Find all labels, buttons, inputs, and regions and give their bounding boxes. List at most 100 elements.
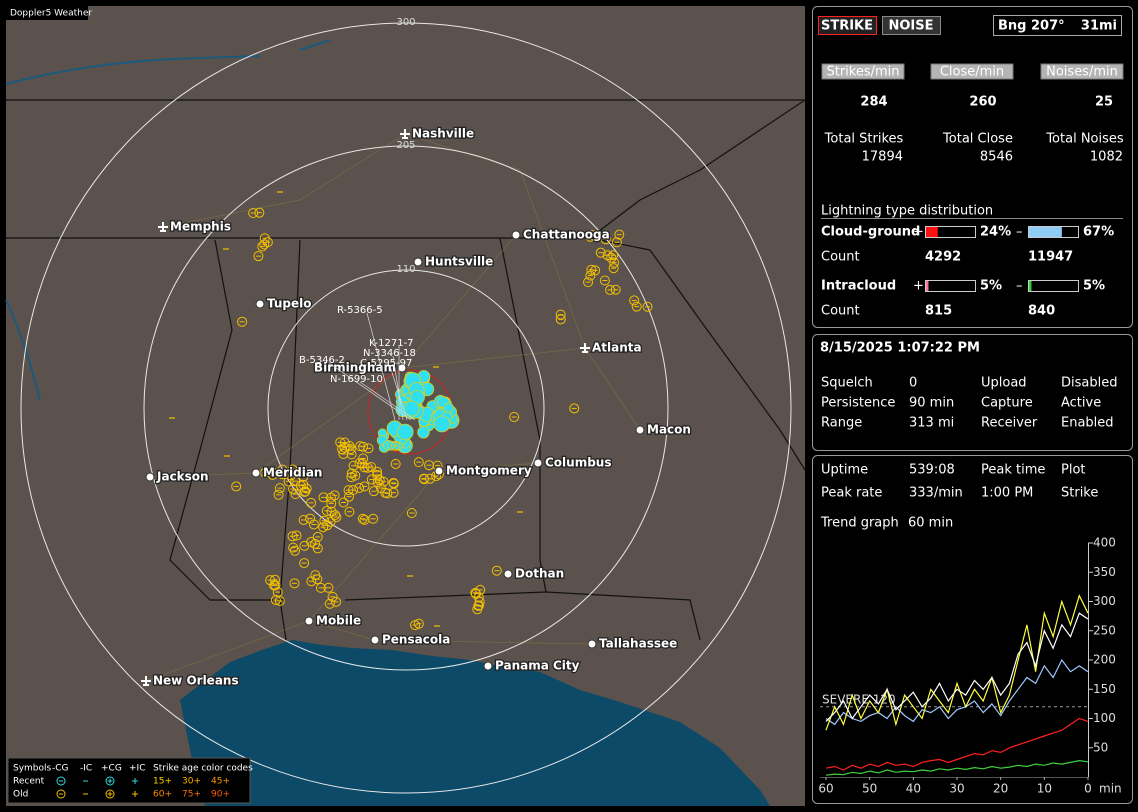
strike-old — [306, 576, 317, 587]
noise-button[interactable] — [882, 16, 941, 35]
pct-label: 24% — [980, 225, 1011, 240]
y-tick-label: 350 — [1093, 565, 1116, 579]
trend-span: 60 min — [908, 516, 953, 531]
total-value: 1082 — [1090, 150, 1123, 165]
legend-header: +CG — [101, 764, 122, 774]
legend-header: Symbols — [13, 764, 52, 774]
strike-old — [267, 469, 278, 480]
setting: Range — [821, 416, 862, 431]
datetime: 8/15/2025 1:07:22 PM — [820, 341, 980, 356]
plus-sign: + — [913, 225, 924, 240]
legend-symbol — [107, 778, 113, 784]
trend-line — [825, 759, 1089, 776]
strike-old — [315, 582, 326, 593]
strike-old — [335, 437, 346, 448]
trend-label: Trend graph — [820, 516, 899, 531]
y-tick-label: 300 — [1093, 594, 1116, 608]
strike-old — [270, 595, 281, 606]
strike-old — [614, 229, 625, 240]
strike-old — [368, 513, 379, 524]
strike-recent — [433, 415, 451, 433]
strike-old — [586, 264, 597, 275]
rate-value: 25 — [1095, 95, 1113, 110]
strike-old — [587, 230, 598, 241]
strike-old — [299, 540, 310, 551]
storm-track — [328, 362, 412, 421]
strike-old — [312, 531, 323, 542]
settings-panel — [812, 334, 1133, 451]
city-dot — [255, 299, 265, 309]
city-dot — [503, 569, 513, 579]
strike-old — [413, 618, 424, 629]
strike-old — [293, 467, 304, 478]
rate-value: 284 — [860, 95, 887, 110]
legend-header: Strike age color codes — [153, 764, 253, 774]
x-tick-label: 30 — [949, 782, 964, 796]
strike-old — [354, 482, 365, 493]
city-label: Dothan — [515, 567, 564, 581]
setting: Enabled — [1061, 416, 1114, 431]
strike-old — [325, 492, 336, 503]
stat: Peak rate — [821, 486, 882, 501]
total-value: 8546 — [980, 150, 1013, 165]
city-dot — [434, 466, 444, 476]
strike-old — [323, 582, 334, 593]
trend-line — [825, 717, 1089, 771]
strike-symbols — [169, 191, 653, 631]
stat: 1:00 PM — [981, 486, 1033, 501]
strike-old — [308, 519, 319, 530]
strike-old — [631, 301, 642, 312]
setting: Squelch — [821, 376, 873, 391]
pct-track — [1028, 280, 1079, 292]
airport-icon — [158, 222, 168, 232]
setting: Receiver — [981, 416, 1038, 431]
strike-old — [289, 578, 300, 589]
title-box — [6, 6, 88, 20]
total-label: Total Noises — [1045, 132, 1124, 147]
strike-old — [359, 481, 370, 492]
setting: Active — [1061, 396, 1101, 411]
setting: 313 mi — [909, 416, 954, 431]
strike-old — [372, 469, 383, 480]
legend-age: 60+ — [153, 790, 172, 800]
city-label: Tallahassee — [599, 637, 677, 651]
strike-old — [248, 208, 259, 219]
range-rings: 300 205 110 — [20, 17, 792, 794]
strike-recent — [396, 423, 414, 441]
city-dot — [483, 661, 493, 671]
ring-label: 300 — [396, 17, 415, 28]
strike-old — [595, 247, 606, 258]
strike-old — [257, 241, 268, 252]
stats-panel — [812, 455, 1133, 804]
storm-track — [389, 365, 408, 421]
city-label: New Orleans — [153, 674, 239, 688]
count-value: 11947 — [1028, 250, 1073, 265]
stat: Peak time — [981, 463, 1045, 478]
storm-label: C-5295-97 — [360, 358, 412, 369]
total-label: Total Strikes — [824, 132, 904, 147]
strike-old — [368, 486, 379, 497]
strike-old — [611, 237, 622, 248]
strike-recent — [417, 426, 430, 439]
strike-old — [585, 231, 596, 242]
strike-old — [355, 441, 366, 452]
legend-row-label: Old — [13, 790, 28, 800]
cities: Nashville Memphis Chattanooga Huntsville Tup… — [141, 125, 692, 689]
rate-label: Close/min — [940, 65, 1004, 80]
strike-button[interactable] — [818, 16, 877, 35]
city-dot — [145, 472, 155, 482]
pct-track — [925, 280, 976, 292]
strike-old — [274, 483, 285, 494]
count-value: 815 — [925, 304, 952, 319]
strike-old — [288, 542, 299, 553]
pct-label: 67% — [1083, 225, 1114, 240]
strike-old — [606, 252, 617, 263]
strike-recent — [443, 402, 454, 413]
strike-old — [237, 316, 248, 327]
type-label: Intracloud — [821, 279, 896, 294]
strike-old — [306, 497, 317, 508]
rate-label-box — [821, 63, 905, 80]
gulf — [180, 640, 770, 806]
bearing-box — [993, 15, 1122, 36]
strike-old — [325, 517, 336, 528]
